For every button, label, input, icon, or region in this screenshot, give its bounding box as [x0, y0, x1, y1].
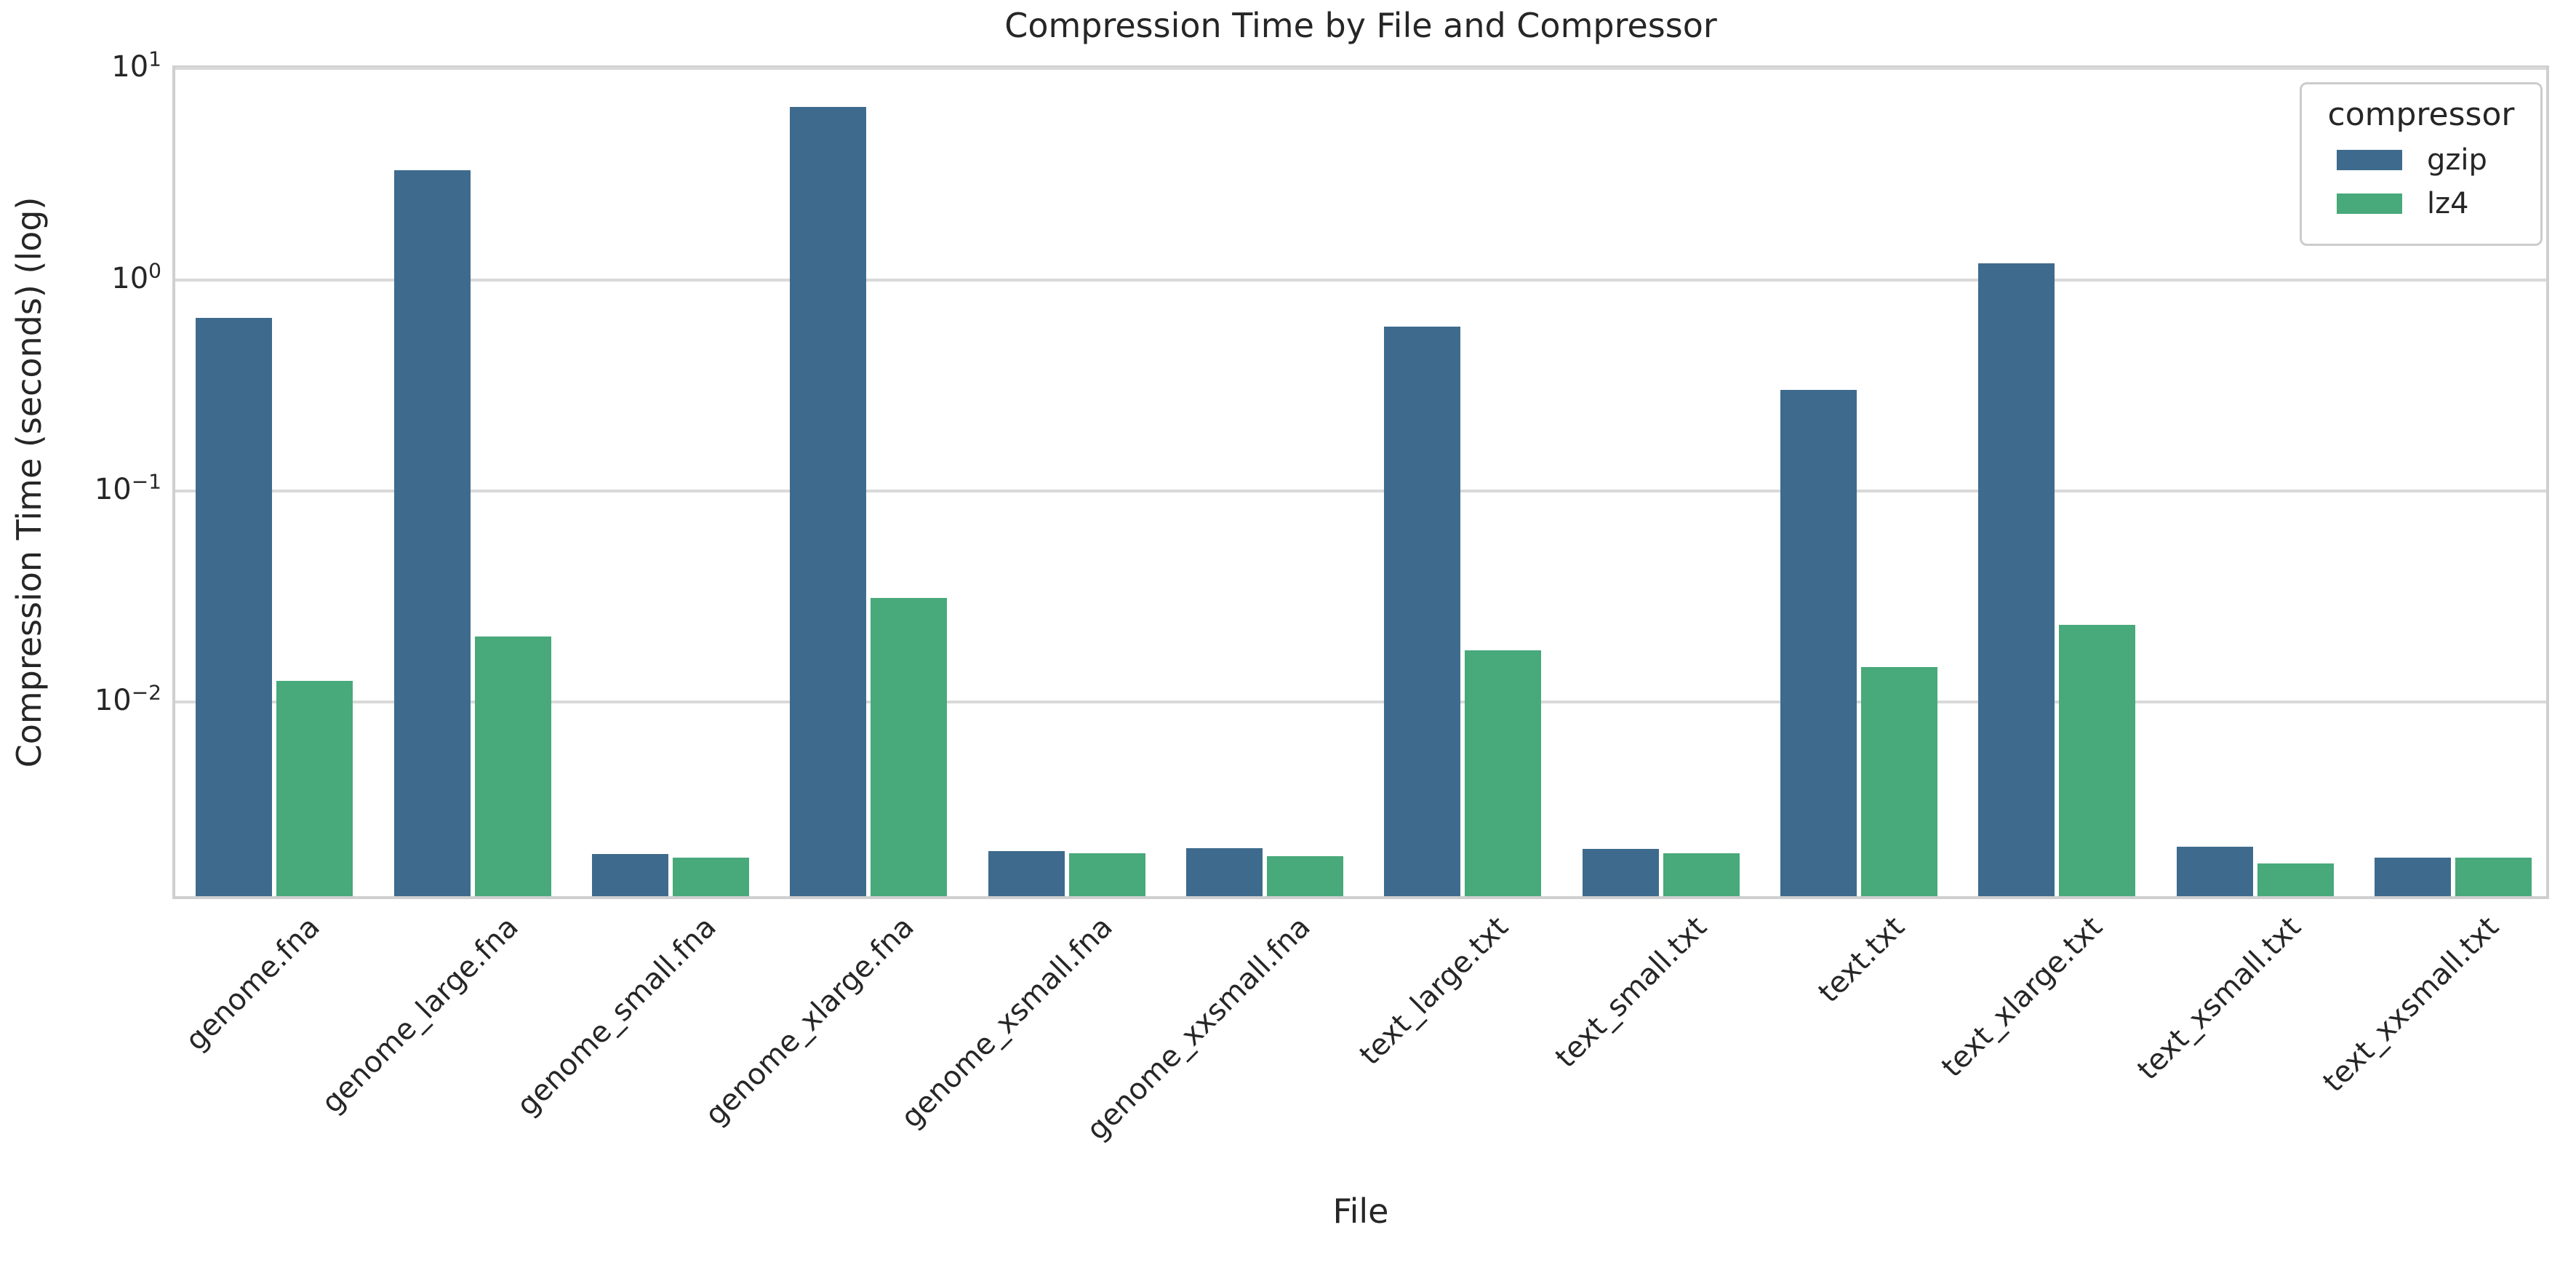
- x-tick-label-genome_xxsmall.fna: genome_xxsmall.fna: [1080, 910, 1317, 1147]
- bar-lz4-genome_small.fna: [672, 857, 749, 896]
- bar-gzip-genome_large.fna: [393, 170, 471, 896]
- bar-gzip-text_xsmall.txt: [2176, 847, 2253, 896]
- bar-lz4-genome_xsmall.fna: [1068, 853, 1145, 896]
- bar-gzip-genome_xsmall.fna: [988, 850, 1065, 896]
- bar-lz4-text_xlarge.txt: [2059, 625, 2136, 896]
- bar-lz4-genome.fna: [276, 680, 353, 896]
- legend: compressor gzip lz4: [2300, 82, 2543, 246]
- y-tick-label: 100: [111, 258, 161, 295]
- x-tick-label-genome_xlarge.fna: genome_xlarge.fna: [699, 910, 921, 1133]
- gridline-10e−1: [175, 489, 2546, 492]
- x-tick-label-genome_xsmall.fna: genome_xsmall.fna: [894, 910, 1119, 1135]
- gzip-swatch: [2337, 150, 2402, 170]
- x-axis-title: File: [1332, 1192, 1389, 1231]
- bar-lz4-text_xsmall.txt: [2257, 863, 2334, 896]
- x-tick-label-text.txt: text.txt: [1812, 910, 1911, 1010]
- bar-gzip-text_large.txt: [1384, 326, 1461, 896]
- bar-lz4-genome_xxsmall.fna: [1266, 856, 1343, 896]
- bar-lz4-text_small.txt: [1663, 853, 1740, 896]
- bar-lz4-genome_xlarge.fna: [871, 598, 948, 896]
- bar-lz4-text_large.txt: [1465, 650, 1542, 896]
- plot-area: [172, 65, 2549, 899]
- legend-title: compressor: [2327, 96, 2515, 133]
- bar-gzip-genome_xlarge.fna: [790, 106, 867, 896]
- bar-lz4-genome_large.fna: [474, 636, 551, 896]
- bar-gzip-genome.fna: [196, 317, 273, 896]
- legend-entry-gzip: gzip: [2337, 143, 2526, 177]
- x-tick-label-text_xlarge.txt: text_xlarge.txt: [1935, 910, 2109, 1085]
- gridline-10e−2: [175, 700, 2546, 703]
- x-tick-label-genome.fna: genome.fna: [179, 910, 327, 1058]
- y-tick-label: 10−2: [94, 680, 161, 717]
- legend-entry-lz4: lz4: [2337, 187, 2526, 220]
- y-tick-label: 101: [111, 47, 161, 84]
- gridline-10e0: [175, 278, 2546, 282]
- x-tick-label-text_xsmall.txt: text_xsmall.txt: [2130, 910, 2308, 1087]
- chart-title: Compression Time by File and Compressor: [1004, 6, 1717, 45]
- bar-gzip-text_xxsmall.txt: [2374, 858, 2451, 896]
- legend-label-gzip: gzip: [2427, 143, 2487, 177]
- gridline-10e1: [175, 67, 2546, 71]
- bar-lz4-text.txt: [1860, 666, 1937, 896]
- x-tick-label-text_small.txt: text_small.txt: [1548, 910, 1713, 1075]
- y-tick-label: 10−1: [94, 469, 161, 506]
- lz4-swatch: [2337, 193, 2402, 214]
- bar-gzip-text_small.txt: [1582, 849, 1659, 896]
- x-tick-label-text_xxsmall.txt: text_xxsmall.txt: [2316, 910, 2505, 1099]
- x-tick-label-genome_small.fna: genome_small.fna: [510, 910, 723, 1123]
- x-tick-label-text_large.txt: text_large.txt: [1353, 910, 1515, 1072]
- legend-label-lz4: lz4: [2427, 187, 2469, 220]
- bar-gzip-text_xlarge.txt: [1978, 263, 2055, 896]
- bar-lz4-text_xxsmall.txt: [2455, 858, 2532, 896]
- x-tick-label-genome_large.fna: genome_large.fna: [315, 910, 525, 1120]
- bar-gzip-genome_small.fna: [591, 853, 668, 896]
- bar-gzip-text.txt: [1780, 390, 1857, 896]
- bar-gzip-genome_xxsmall.fna: [1185, 848, 1263, 896]
